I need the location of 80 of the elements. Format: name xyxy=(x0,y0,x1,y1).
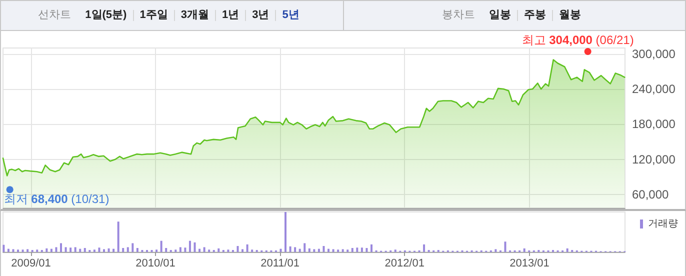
text: 1년 xyxy=(214,9,246,21)
bar xyxy=(322,246,325,252)
bar xyxy=(26,249,29,252)
bar xyxy=(280,248,282,252)
bar xyxy=(136,248,138,252)
bar xyxy=(102,249,105,252)
annotation: 최고 304,000 (06/21) xyxy=(522,33,634,48)
x-tick-label: 2010/01 xyxy=(136,258,176,270)
bar xyxy=(165,248,168,252)
bar xyxy=(342,249,344,252)
bar xyxy=(289,246,292,252)
bar xyxy=(46,248,48,252)
bar xyxy=(298,248,301,252)
bar xyxy=(504,242,506,252)
bar xyxy=(7,248,10,252)
bar xyxy=(313,249,316,252)
bar xyxy=(218,248,220,252)
y-tick-label: 60,000 xyxy=(632,188,670,202)
bar xyxy=(70,248,72,252)
text: 주봉 xyxy=(516,9,552,21)
bar xyxy=(74,247,76,252)
x-tick-label: 2009/01 xyxy=(11,258,51,270)
bar xyxy=(60,243,62,252)
bar xyxy=(328,248,330,252)
text: 1일(5분) xyxy=(84,9,128,21)
bar xyxy=(308,248,310,252)
text: 일봉 xyxy=(488,9,512,21)
bar xyxy=(360,248,363,252)
bar xyxy=(198,248,201,252)
bar xyxy=(356,248,358,252)
bar xyxy=(112,248,115,252)
x-tick-label: 2013/01 xyxy=(510,258,550,270)
bar xyxy=(318,248,320,252)
bar xyxy=(117,222,120,252)
y-tick-label: 120,000 xyxy=(632,152,676,166)
bar xyxy=(108,248,110,252)
bar xyxy=(122,248,124,252)
bar xyxy=(366,248,368,252)
bar xyxy=(98,248,100,252)
bar xyxy=(55,247,58,252)
y-tick-label: 180,000 xyxy=(632,117,676,132)
bar xyxy=(132,243,134,252)
bar xyxy=(64,247,67,252)
bar xyxy=(236,246,239,252)
bar xyxy=(494,249,497,252)
bar xyxy=(84,248,86,252)
bar xyxy=(332,249,334,252)
annotation: 최저 68,400 (10/31) xyxy=(4,192,110,206)
bar xyxy=(423,244,426,252)
y-tick-label: 300,000 xyxy=(632,46,676,61)
bar xyxy=(246,244,248,252)
bar xyxy=(370,244,372,252)
text: 선차트 xyxy=(38,9,72,21)
bar xyxy=(126,247,129,252)
y-tick-label: 240,000 xyxy=(632,82,676,96)
bar xyxy=(179,247,182,252)
bar xyxy=(242,249,244,252)
bar xyxy=(523,248,526,252)
bar xyxy=(203,247,206,252)
bar xyxy=(160,240,162,252)
bar xyxy=(12,249,14,252)
bar xyxy=(188,240,191,252)
bar xyxy=(294,247,296,252)
bar xyxy=(304,243,306,252)
bar xyxy=(184,248,186,252)
bar xyxy=(284,212,287,252)
bar xyxy=(194,242,196,252)
text: 5년 xyxy=(275,9,306,21)
text: 월봉 xyxy=(552,9,587,21)
text: 3년 xyxy=(245,9,276,21)
x-tick-label: 2011/01 xyxy=(260,258,300,270)
bar xyxy=(50,248,52,252)
bar xyxy=(566,248,568,252)
bar xyxy=(351,248,354,252)
text: 봉차트 xyxy=(442,9,476,21)
bar xyxy=(79,248,82,252)
legend-label: 거래량 xyxy=(648,218,678,230)
text: 3개월 xyxy=(174,9,215,21)
x-tick-label: 2012/01 xyxy=(384,258,424,270)
text: 1주일 xyxy=(132,9,174,21)
